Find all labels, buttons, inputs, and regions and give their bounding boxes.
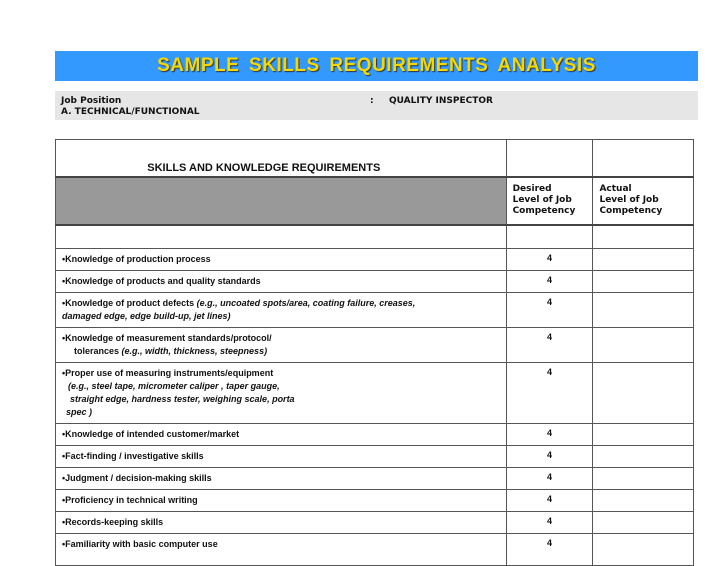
skill-cell: •Knowledge of product defects (e.g., unc… xyxy=(55,292,507,328)
desired-level: 4 xyxy=(505,327,594,363)
skill-text: •Records-keeping skills xyxy=(62,517,164,527)
col-actual-line: Competency xyxy=(599,206,663,216)
skill-cell: •Knowledge of measurement standards/prot… xyxy=(55,327,507,363)
job-info-bar: Job Position : QUALITY INSPECTOR A. TECH… xyxy=(55,91,698,120)
desired-level: 4 xyxy=(505,533,594,566)
col-actual: Actual Level of Job Competency xyxy=(592,176,694,226)
job-position-value: QUALITY INSPECTOR xyxy=(389,96,493,106)
table-header-row: SKILLS AND KNOWLEDGE REQUIREMENTS xyxy=(55,139,694,178)
col-desired-line: Competency xyxy=(512,206,576,216)
actual-level xyxy=(592,362,694,424)
actual-level xyxy=(592,467,694,490)
desired-level: 4 xyxy=(505,489,594,512)
table-row: •Proper use of measuring instruments/equ… xyxy=(55,362,694,424)
page-title: SAMPLE SKILLS REQUIREMENTS ANALYSIS xyxy=(157,55,596,76)
table-row: •Knowledge of production process 4 xyxy=(55,248,694,271)
table-row: •Knowledge of product defects (e.g., unc… xyxy=(55,292,694,328)
skill-cell: •Knowledge of intended customer/market xyxy=(55,423,507,446)
table-row: •Judgment / decision-making skills 4 xyxy=(55,467,694,490)
separator: : xyxy=(370,96,374,106)
empty-cell xyxy=(55,224,507,249)
empty-cell xyxy=(592,139,694,178)
table-row: •Fact-finding / investigative skills 4 xyxy=(55,445,694,468)
skill-text: •Knowledge of intended customer/market xyxy=(62,429,240,439)
actual-level xyxy=(592,489,694,512)
col-desired: Desired Level of Job Competency xyxy=(505,176,594,226)
desired-level: 4 xyxy=(505,445,594,468)
skill-cell: •Proper use of measuring instruments/equ… xyxy=(55,362,507,424)
skill-example: (e.g., width, thickness, steepness) xyxy=(121,346,268,356)
skill-example: damaged edge, edge build-up, jet lines) xyxy=(62,311,231,321)
skills-table: SKILLS AND KNOWLEDGE REQUIREMENTS Desire… xyxy=(55,139,694,566)
actual-level xyxy=(592,533,694,566)
actual-level xyxy=(592,511,694,534)
skill-example: spec ) xyxy=(66,407,93,417)
table-row: •Knowledge of measurement standards/prot… xyxy=(55,327,694,363)
skill-text: •Fact-finding / investigative skills xyxy=(62,451,204,461)
skill-text: tolerances xyxy=(74,346,122,356)
table-row: •Records-keeping skills 4 xyxy=(55,511,694,534)
actual-level xyxy=(592,445,694,468)
skill-example: straight edge, hardness tester, weighing… xyxy=(70,394,295,404)
job-position-label: Job Position xyxy=(61,96,122,106)
skill-cell: •Proficiency in technical writing xyxy=(55,489,507,512)
skill-text: •Knowledge of products and quality stand… xyxy=(62,276,261,286)
table-row: •Proficiency in technical writing 4 xyxy=(55,489,694,512)
skill-cell: •Knowledge of production process xyxy=(55,248,507,271)
actual-level xyxy=(592,327,694,363)
skill-cell: •Records-keeping skills xyxy=(55,511,507,534)
desired-level: 4 xyxy=(505,511,594,534)
skill-cell: •Fact-finding / investigative skills xyxy=(55,445,507,468)
skill-cell: •Familiarity with basic computer use xyxy=(55,533,507,566)
actual-level xyxy=(592,248,694,271)
desired-level: 4 xyxy=(505,270,594,293)
skill-example: (e.g., steel tape, micrometer caliper , … xyxy=(68,381,280,391)
skill-example: (e.g., uncoated spots/area, coating fail… xyxy=(196,298,416,308)
empty-cell xyxy=(592,224,694,249)
actual-level xyxy=(592,292,694,328)
column-header-row: Desired Level of Job Competency Actual Leve… xyxy=(55,176,694,226)
table-row: •Knowledge of products and quality stand… xyxy=(55,270,694,293)
table-heading: SKILLS AND KNOWLEDGE REQUIREMENTS xyxy=(55,139,507,178)
actual-level xyxy=(592,270,694,293)
skill-text: •Knowledge of measurement standards/prot… xyxy=(62,333,272,343)
skill-text: •Knowledge of production process xyxy=(62,254,211,264)
desired-level: 4 xyxy=(505,362,594,424)
skill-text: •Judgment / decision-making skills xyxy=(62,473,212,483)
skill-line: tolerances (e.g., width, thickness, stee… xyxy=(62,345,500,358)
desired-level: 4 xyxy=(505,292,594,328)
skill-text: •Proficiency in technical writing xyxy=(62,495,198,505)
empty-cell xyxy=(505,139,594,178)
col-desired-line: Desired xyxy=(512,184,552,194)
actual-level xyxy=(592,423,694,446)
empty-cell xyxy=(505,224,594,249)
desired-level: 4 xyxy=(505,467,594,490)
skill-cell: •Knowledge of products and quality stand… xyxy=(55,270,507,293)
col-actual-line: Level of Job xyxy=(599,195,659,205)
skill-cell: •Judgment / decision-making skills xyxy=(55,467,507,490)
table-row: •Familiarity with basic computer use 4 xyxy=(55,533,694,566)
skill-text: •Familiarity with basic computer use xyxy=(62,539,218,549)
title-banner: SAMPLE SKILLS REQUIREMENTS ANALYSIS xyxy=(55,51,698,81)
section-label: A. TECHNICAL/FUNCTIONAL xyxy=(61,107,200,117)
skill-text: •Knowledge of product defects xyxy=(62,298,197,308)
desired-level: 4 xyxy=(505,248,594,271)
skill-text: •Proper use of measuring instruments/equ… xyxy=(62,368,274,378)
desired-level: 4 xyxy=(505,423,594,446)
gray-cell xyxy=(55,176,507,226)
col-desired-line: Level of Job xyxy=(512,195,572,205)
table-row: •Knowledge of intended customer/market 4 xyxy=(55,423,694,446)
col-actual-line: Actual xyxy=(599,184,632,194)
blank-row xyxy=(55,224,694,249)
